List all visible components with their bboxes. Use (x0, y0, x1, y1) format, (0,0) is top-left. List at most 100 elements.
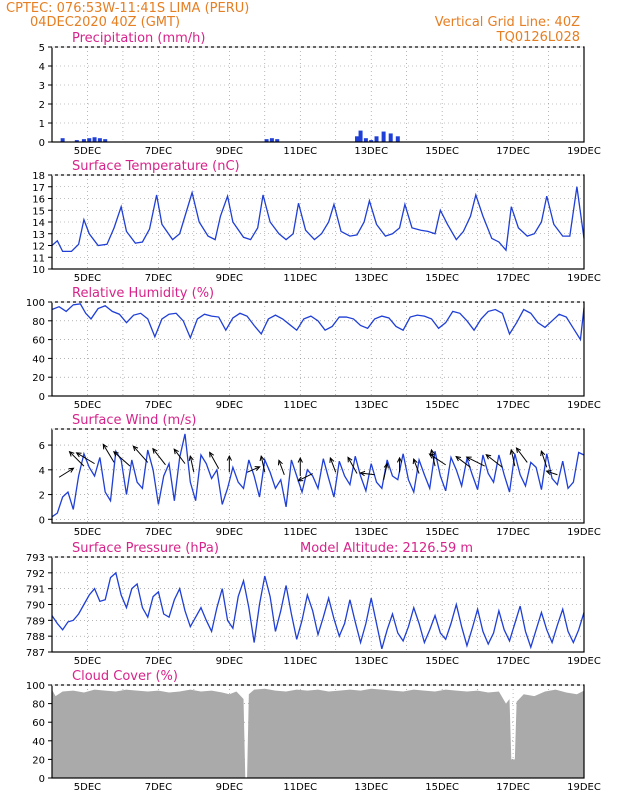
x-tick-label: 11DEC (283, 273, 317, 284)
y-tick-label: 13 (32, 230, 45, 241)
x-tick-label: 15DEC (425, 656, 459, 667)
x-tick-label: 11DEC (283, 782, 317, 793)
series-line (51, 303, 585, 342)
y-tick-label: 3 (39, 81, 45, 92)
x-tick-label: 19DEC (567, 273, 601, 284)
precip-bar (269, 138, 274, 142)
y-tick-label: 6 (39, 441, 45, 452)
x-tick-label: 13DEC (354, 656, 388, 667)
wind-vector (58, 467, 74, 478)
x-tick-label: 5DEC (74, 656, 101, 667)
y-tick-label: 4 (39, 62, 45, 73)
precip-bar (381, 131, 386, 142)
y-tick-label: 40 (32, 737, 45, 748)
y-tick-label: 10 (32, 265, 45, 276)
cloud-area (52, 688, 584, 778)
precip-bar (388, 133, 393, 142)
panel-frame (51, 46, 585, 143)
wind-vector-head (209, 451, 215, 458)
x-tick-label: 17DEC (496, 527, 530, 538)
y-tick-label: 80 (32, 317, 45, 328)
x-tick-label: 11DEC (283, 656, 317, 667)
precip-bar (358, 130, 363, 142)
x-tick-label: 5DEC (74, 400, 101, 411)
panel-title: Relative Humidity (%) (72, 286, 214, 301)
x-tick-label: 19DEC (567, 400, 601, 411)
wind-vector-head (132, 445, 139, 452)
wind-vector (298, 473, 313, 482)
wind-vector-head (429, 448, 435, 455)
wind-vector-head (347, 456, 353, 463)
x-tick-label: 9DEC (216, 782, 243, 793)
wind-vector (429, 453, 446, 466)
y-tick-label: 787 (26, 648, 45, 659)
wind-vector-head (383, 462, 389, 469)
wind-vector (383, 463, 388, 480)
x-tick-label: 11DEC (283, 527, 317, 538)
wind-vector-head (485, 454, 492, 460)
wind-vector (173, 448, 186, 464)
wind-vector (347, 457, 358, 474)
wind-vector (132, 445, 149, 463)
y-tick-label: 100 (26, 681, 45, 692)
x-tick-label: 5DEC (74, 273, 101, 284)
x-tick-label: 13DEC (354, 146, 388, 157)
precip-bar (92, 137, 97, 142)
y-tick-label: 0 (39, 515, 45, 526)
wind-vector-head (68, 467, 75, 473)
wind-vector-head (515, 447, 522, 453)
wind-vector (260, 455, 266, 473)
x-tick-label: 17DEC (496, 400, 530, 411)
wind-vector-head (75, 452, 82, 458)
wind-vector-head (455, 455, 462, 462)
wind-vector (189, 455, 195, 473)
x-tick-label: 7DEC (145, 146, 172, 157)
x-tick-label: 15DEC (425, 146, 459, 157)
x-tick-label: 9DEC (216, 146, 243, 157)
y-tick-label: 1 (39, 119, 45, 130)
y-tick-label: 0 (39, 774, 45, 785)
wind-vector (246, 466, 260, 473)
x-tick-label: 17DEC (496, 782, 530, 793)
y-tick-label: 20 (32, 755, 45, 766)
wind-vector (466, 456, 485, 467)
x-tick-label: 13DEC (354, 400, 388, 411)
wind-vector (485, 454, 503, 468)
x-tick-label: 15DEC (425, 782, 459, 793)
precip-bar (395, 136, 400, 142)
precip-bar (81, 139, 86, 142)
precip-bar (87, 138, 92, 142)
precip-bar (369, 140, 374, 142)
y-tick-label: 2 (39, 100, 45, 111)
y-tick-label: 15 (32, 206, 45, 217)
x-tick-label: 13DEC (354, 527, 388, 538)
x-tick-label: 17DEC (496, 656, 530, 667)
precip-bar (363, 138, 368, 142)
x-tick-label: 11DEC (283, 146, 317, 157)
x-tick-label: 11DEC (283, 400, 317, 411)
wind-vector-head (277, 459, 283, 466)
wind-vector-head (259, 454, 265, 462)
x-tick-label: 19DEC (567, 656, 601, 667)
y-tick-label: 791 (26, 585, 45, 596)
y-tick-label: 788 (26, 632, 45, 643)
wind-vector (360, 472, 375, 476)
wind-vector-head (297, 476, 304, 482)
y-tick-label: 4 (39, 466, 45, 477)
x-tick-label: 15DEC (425, 527, 459, 538)
wind-vector-head (359, 470, 366, 477)
wind-vector (430, 449, 436, 467)
wind-vector (546, 470, 558, 476)
x-tick-label: 13DEC (354, 782, 388, 793)
x-tick-label: 15DEC (425, 273, 459, 284)
wind-vector-head (254, 466, 261, 471)
wind-vector (455, 456, 471, 468)
wind-vector (510, 449, 516, 467)
x-tick-label: 5DEC (74, 527, 101, 538)
panel-cloud: 0 20 40 60 80 100 5DEC 7DEC 9DEC 11DEC 13DEC 15DEC 1… (26, 669, 601, 793)
header-grid-line: Vertical Grid Line: 40Z (435, 15, 580, 30)
x-tick-label: 9DEC (216, 400, 243, 411)
x-tick-label: 7DEC (145, 273, 172, 284)
